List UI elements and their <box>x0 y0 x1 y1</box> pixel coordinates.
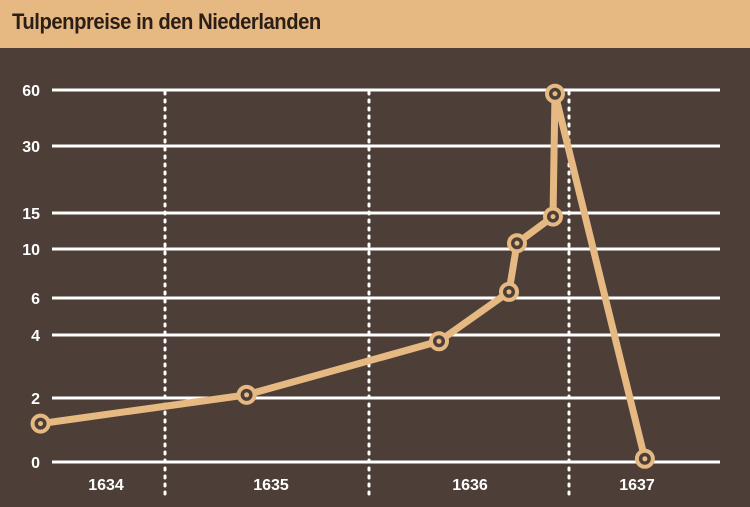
data-point-dot <box>506 289 512 295</box>
data-point-dot <box>436 338 442 344</box>
data-point-dot <box>642 456 648 462</box>
y-tick-label: 6 <box>31 291 40 308</box>
data-point <box>236 384 257 405</box>
data-point-dot <box>550 214 556 220</box>
x-tick-label: 1634 <box>88 477 124 494</box>
data-point <box>507 233 527 254</box>
data-point-dot <box>514 240 520 246</box>
data-point <box>543 206 563 227</box>
chart-title: Tulpenpreise in den Niederlanden <box>12 9 321 34</box>
title-bar: Tulpenpreise in den Niederlanden <box>0 0 750 48</box>
x-axis-tick-labels: 1634 1635 1636 1637 <box>88 477 655 494</box>
series-line <box>37 90 649 463</box>
data-point <box>499 281 519 302</box>
y-tick-label: 30 <box>22 139 40 156</box>
data-point <box>634 448 655 469</box>
data-point-dot <box>38 421 44 427</box>
y-tick-label: 2 <box>31 391 40 408</box>
y-tick-label: 15 <box>22 206 40 223</box>
price-series <box>37 90 649 463</box>
y-tick-label: 0 <box>31 455 40 472</box>
data-point-dot <box>552 91 558 97</box>
y-tick-label: 4 <box>31 328 40 345</box>
data-point-dot <box>244 392 250 398</box>
data-point <box>30 413 51 434</box>
x-tick-label: 1637 <box>619 477 655 494</box>
y-tick-label: 60 <box>22 83 40 100</box>
data-points <box>30 83 655 469</box>
y-tick-label: 10 <box>22 242 40 259</box>
data-point <box>429 331 449 352</box>
data-point <box>545 83 565 104</box>
x-tick-label: 1636 <box>452 477 488 494</box>
y-axis-tick-labels: 0 2 4 6 10 15 30 60 <box>22 83 40 472</box>
x-tick-label: 1635 <box>253 477 289 494</box>
